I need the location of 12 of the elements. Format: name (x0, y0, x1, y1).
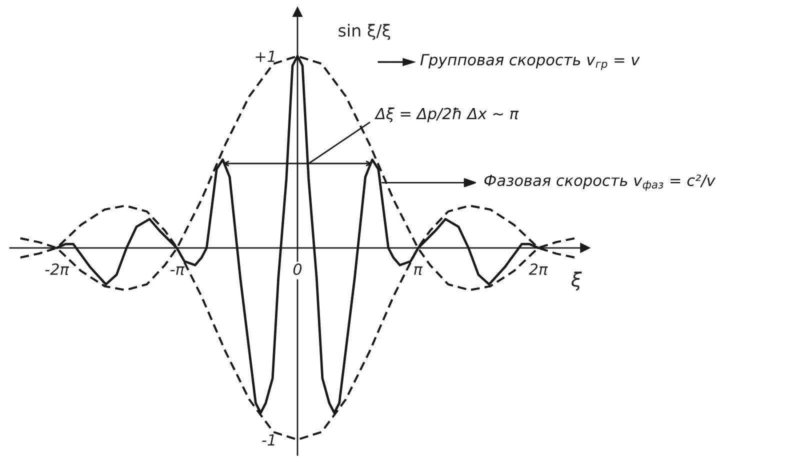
y-axis-title: sin ξ/ξ (338, 24, 390, 40)
y-tick-label: +1 (256, 50, 274, 62)
x-axis-title: ξ (572, 272, 582, 291)
annotation: Групповая скорость v$_{гр}$ = v (420, 54, 640, 70)
y-tick-label: -1 (262, 434, 274, 446)
annotation: Фазовая скорость v$_{фаз}$ = c²/v (484, 174, 716, 191)
annotation: Δξ = Δp/2ħ Δx ~ π (374, 107, 519, 122)
x-tick-label: -π (170, 266, 185, 276)
x-tick-label: 2π (528, 263, 548, 276)
x-tick-label: -2π (45, 263, 70, 276)
x-tick-label: 0 (293, 263, 302, 275)
x-tick-label: π (414, 266, 423, 276)
